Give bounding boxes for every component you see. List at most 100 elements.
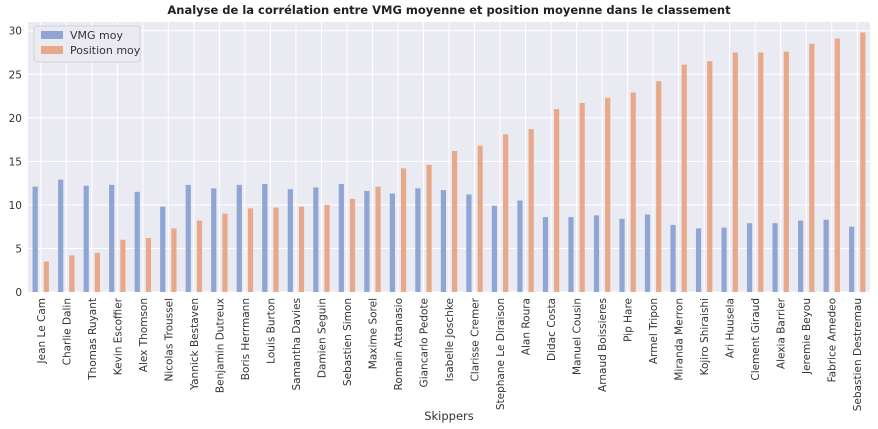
x-tick-label: Ari Huusela <box>725 298 737 358</box>
chart-title: Analyse de la corrélation entre VMG moye… <box>167 3 731 17</box>
bar-vmg <box>262 184 268 292</box>
bar-position <box>554 109 560 292</box>
x-tick-label: Alan Roura <box>521 298 533 355</box>
bar-vmg <box>109 184 115 292</box>
x-tick-label: Arnaud Boissieres <box>597 298 609 392</box>
x-tick-label: Pip Hare <box>623 298 635 342</box>
x-tick-label: Damien Seguin <box>316 298 328 378</box>
bar-vmg <box>236 184 242 292</box>
legend-label-vmg: VMG moy <box>70 29 123 42</box>
legend: VMG moy Position moy <box>33 25 141 63</box>
bar-position <box>324 204 330 292</box>
bar-position <box>630 92 636 292</box>
bar-vmg <box>58 179 64 292</box>
bar-vmg <box>287 189 293 292</box>
x-tick-label: Romain Attanasio <box>393 298 405 390</box>
bar-vmg <box>593 215 600 292</box>
bar-vmg <box>849 226 855 292</box>
bar-position <box>681 64 687 293</box>
bar-vmg <box>32 186 38 292</box>
x-tick-label: Clement Giraud <box>750 298 762 381</box>
bar-position <box>120 239 126 292</box>
y-tick-label: 15 <box>9 156 22 168</box>
x-tick-label: Charlie Dalin <box>61 298 73 365</box>
x-tick-label: Kojiro Shiraishi <box>699 298 711 375</box>
bar-position <box>809 43 815 292</box>
x-tick-label: Alex Thomson <box>138 298 150 372</box>
bar-position <box>860 32 866 292</box>
legend-swatch-position <box>41 46 63 54</box>
x-tick-label: Thomas Ruyant <box>87 298 99 381</box>
bar-position <box>477 145 483 292</box>
bar-position <box>247 208 254 292</box>
bar-position <box>145 238 152 292</box>
x-tick-label: Sebastien Simon <box>342 298 354 386</box>
bar-position <box>222 213 228 292</box>
x-tick-label: Nicolas Troussel <box>163 298 175 381</box>
bar-position <box>375 186 381 292</box>
legend-label-position: Position moy <box>70 44 141 57</box>
bar-vmg <box>644 214 651 292</box>
bar-vmg <box>211 188 217 292</box>
bar-position <box>503 134 509 292</box>
y-tick-label: 25 <box>9 69 22 81</box>
bar-vmg <box>364 190 370 292</box>
y-axis-ticks: 0 5 10 15 20 25 30 <box>9 26 22 299</box>
x-axis-label: Skippers <box>424 409 474 423</box>
y-tick-label: 10 <box>9 200 22 212</box>
x-tick-label: Alexia Barrier <box>776 297 788 369</box>
bar-position <box>298 206 305 292</box>
bar-vmg <box>772 223 778 292</box>
bar-position <box>707 61 713 292</box>
bar-position <box>43 261 49 292</box>
bar-position <box>834 38 840 292</box>
bar-position <box>783 51 789 292</box>
bar-position <box>732 52 738 293</box>
bar-vmg <box>440 190 446 292</box>
x-tick-label: Isabelle Joschke <box>444 298 456 381</box>
bar-position <box>196 220 203 292</box>
bar-position <box>656 81 662 292</box>
x-tick-label: Giancarlo Pedote <box>418 298 430 387</box>
x-tick-label: Manuel Cousin <box>572 298 584 375</box>
x-tick-label: Jeremie Beyou <box>801 298 813 375</box>
bar-position <box>69 255 75 292</box>
bar-vmg <box>823 219 829 292</box>
bar-vmg <box>338 184 344 292</box>
x-tick-label: Boris Herrmann <box>240 298 252 380</box>
bar-vmg <box>389 193 395 292</box>
bar-position <box>605 97 611 293</box>
bar-position <box>579 103 585 292</box>
bar-vmg <box>313 187 319 292</box>
x-tick-label: Clarisse Cremer <box>470 297 482 381</box>
bars <box>32 32 866 293</box>
x-tick-label: Fabrice Amedeo <box>827 298 839 382</box>
x-tick-label: Stephane Le Diraison <box>495 298 507 410</box>
bar-vmg <box>619 218 625 292</box>
bar-vmg <box>466 194 472 292</box>
bar-vmg <box>746 223 753 292</box>
legend-swatch-vmg <box>41 31 63 39</box>
bar-vmg <box>517 200 523 292</box>
bar-position <box>349 198 356 292</box>
y-tick-label: 20 <box>9 113 22 125</box>
bar-vmg <box>542 217 549 292</box>
x-tick-label: Maxime Sorel <box>367 298 379 369</box>
bar-vmg <box>670 224 676 292</box>
x-tick-label: Sebastien Destremau <box>852 298 864 411</box>
y-tick-label: 0 <box>15 287 22 299</box>
bar-vmg <box>721 227 727 292</box>
x-tick-label: Louis Burton <box>265 298 277 364</box>
x-tick-label: Kevin Escoffier <box>112 297 124 375</box>
bar-position <box>758 52 764 293</box>
bar-vmg <box>491 205 498 292</box>
bar-vmg <box>798 220 804 292</box>
x-tick-label: Yannick Bestaven <box>189 298 201 391</box>
bar-position <box>452 150 458 292</box>
x-tick-label: Armel Tripon <box>648 298 660 364</box>
bar-vmg <box>134 191 140 292</box>
x-tick-label: Didac Costa <box>546 298 558 361</box>
x-tick-label: Jean Le Cam <box>36 298 48 364</box>
x-tick-label: Miranda Merron <box>674 298 686 381</box>
